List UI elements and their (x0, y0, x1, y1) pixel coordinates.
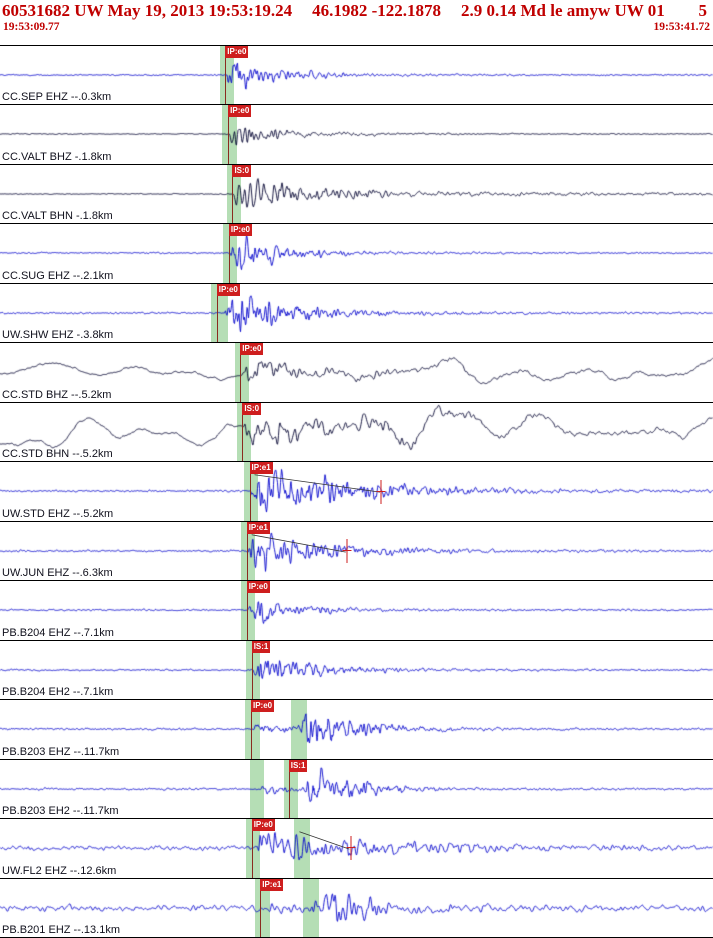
window-end-time: 19:53:41.72 (653, 21, 710, 33)
pick-flag[interactable]: IP:e1 (249, 462, 273, 475)
waveform-canvas[interactable] (0, 878, 713, 937)
event-id-origin: 60531682 UW May 19, 2013 19:53:19.24 (2, 1, 293, 20)
waveform-canvas[interactable] (0, 224, 713, 283)
pick-time-line (240, 343, 242, 402)
pick-flag[interactable]: IP:e0 (246, 581, 270, 594)
station-label: CC.STD BHZ --.5.2km (2, 388, 112, 401)
trace-row: IS:1 PB.B204 EH2 --.7.1km (0, 640, 713, 701)
waveform-canvas[interactable] (0, 700, 713, 759)
event-header: 60531682 UW May 19, 2013 19:53:19.24 46.… (0, 0, 713, 45)
pick-flag[interactable]: IP:e1 (260, 878, 284, 891)
pick-time-line (228, 224, 230, 283)
station-label: CC.SUG EHZ --.2.1km (2, 269, 114, 282)
trace-row: IS:1 PB.B203 EH2 --.11.7km (0, 759, 713, 820)
pick-time-line (250, 700, 252, 759)
waveform-canvas[interactable] (0, 164, 713, 223)
amplitude-marker (376, 479, 386, 504)
station-label: PB.B201 EHZ --.13.1km (2, 924, 120, 937)
pick-time-line (246, 581, 248, 640)
marker-vertical-line (350, 836, 352, 861)
trace-rows: IP:e0 CC.SEP EHZ --.0.3km IP:e0 CC.VALT … (0, 45, 713, 938)
pick-flag[interactable]: IS:0 (232, 164, 252, 177)
station-label: UW.STD EHZ --.5.2km (2, 507, 114, 520)
station-label: PB.B204 EHZ --.7.1km (2, 626, 114, 639)
waveform-canvas[interactable] (0, 402, 713, 461)
waveform-canvas[interactable] (0, 283, 713, 342)
marker-horizontal-line (376, 490, 386, 492)
pick-flag[interactable]: IP:e0 (228, 224, 252, 237)
pick-time-line (246, 521, 248, 581)
pick-time-line (251, 640, 253, 700)
marker-vertical-line (346, 538, 348, 563)
waveform-canvas[interactable] (0, 46, 713, 104)
marker-horizontal-line (346, 847, 356, 849)
pick-time-line (251, 819, 253, 878)
coda-link-line (251, 534, 346, 553)
pick-time-line (232, 164, 234, 224)
station-label: PB.B204 EH2 --.7.1km (2, 686, 114, 699)
event-coords: 46.1982 -122.1878 (312, 1, 442, 20)
event-magnitude-info: 2.9 0.14 Md le amyw UW 01 (461, 1, 665, 20)
station-label: UW.SHW EHZ -.3.8km (2, 329, 114, 342)
trace-row: IP:e0 CC.SUG EHZ --.2.1km (0, 224, 713, 284)
pick-flag[interactable]: IP:e0 (251, 819, 275, 832)
waveform-canvas[interactable] (0, 105, 713, 164)
station-label: UW.JUN EHZ --.6.3km (2, 567, 113, 580)
pick-flag[interactable]: IP:e0 (240, 343, 264, 356)
station-label: CC.SEP EHZ --.0.3km (2, 91, 112, 104)
station-label: UW.FL2 EHZ --.12.6km (2, 864, 117, 877)
trace-row: IP:e0 CC.VALT BHZ -.1.8km (0, 105, 713, 165)
waveform-canvas[interactable] (0, 462, 713, 521)
waveform-canvas[interactable] (0, 640, 713, 699)
trace-row: IP:e0 CC.STD BHZ --.5.2km (0, 343, 713, 403)
pick-time-line (242, 402, 244, 462)
marker-vertical-line (380, 479, 382, 504)
trace-row: IP:e0 CC.SEP EHZ --.0.3km (0, 46, 713, 106)
trace-row: IP:e0 UW.FL2 EHZ --.12.6km (0, 819, 713, 879)
station-label: CC.VALT BHZ -.1.8km (2, 150, 112, 163)
trace-row: IS:0 CC.STD BHN --.5.2km (0, 402, 713, 463)
trace-row: IS:0 CC.VALT BHN -.1.8km (0, 164, 713, 225)
waveform-canvas[interactable] (0, 819, 713, 878)
pick-flag[interactable]: IS:1 (288, 759, 308, 772)
page-number: 5 (698, 1, 708, 20)
pick-flag[interactable]: IP:e1 (246, 521, 270, 534)
waveform-canvas[interactable] (0, 343, 713, 402)
pick-time-line (216, 283, 218, 343)
pick-time-line (249, 462, 251, 521)
marker-horizontal-line (342, 549, 352, 551)
coda-link-line (299, 831, 350, 850)
waveform-canvas[interactable] (0, 521, 713, 580)
pick-flag[interactable]: IP:e0 (228, 105, 252, 118)
trace-row: IP:e0 PB.B204 EHZ --.7.1km (0, 581, 713, 641)
station-label: PB.B203 EH2 --.11.7km (2, 805, 119, 818)
amplitude-marker (346, 836, 356, 861)
window-start-time: 19:53:09.77 (3, 21, 60, 33)
time-window: 19:53:09.77 19:53:41.72 (0, 21, 713, 33)
trace-row: IP:e1 PB.B201 EHZ --.13.1km (0, 878, 713, 938)
pick-flag[interactable]: IP:e0 (216, 283, 240, 296)
trace-row: IP:e0 UW.SHW EHZ -.3.8km (0, 283, 713, 344)
pick-flag[interactable]: IP:e0 (225, 46, 249, 58)
station-label: CC.VALT BHN -.1.8km (2, 210, 113, 223)
pick-flag[interactable]: IS:0 (242, 402, 262, 415)
trace-row: IP:e0 PB.B203 EHZ --.11.7km (0, 700, 713, 760)
amplitude-marker (342, 538, 352, 563)
waveform-canvas[interactable] (0, 581, 713, 640)
station-label: PB.B203 EHZ --.11.7km (2, 745, 120, 758)
coda-link-line (254, 474, 381, 493)
station-label: CC.STD BHN --.5.2km (2, 448, 113, 461)
pick-time-line (228, 105, 230, 164)
pick-time-line (288, 759, 290, 819)
pick-flag[interactable]: IP:e0 (250, 700, 275, 713)
pick-time-line (260, 878, 262, 938)
pick-time-line (225, 46, 227, 105)
trace-row: IP:e1 UW.JUN EHZ --.6.3km (0, 521, 713, 582)
trace-row: IP:e1 UW.STD EHZ --.5.2km (0, 462, 713, 522)
waveform-canvas[interactable] (0, 759, 713, 818)
pick-flag[interactable]: IS:1 (251, 640, 271, 653)
event-summary: 60531682 UW May 19, 2013 19:53:19.24 46.… (0, 0, 713, 21)
